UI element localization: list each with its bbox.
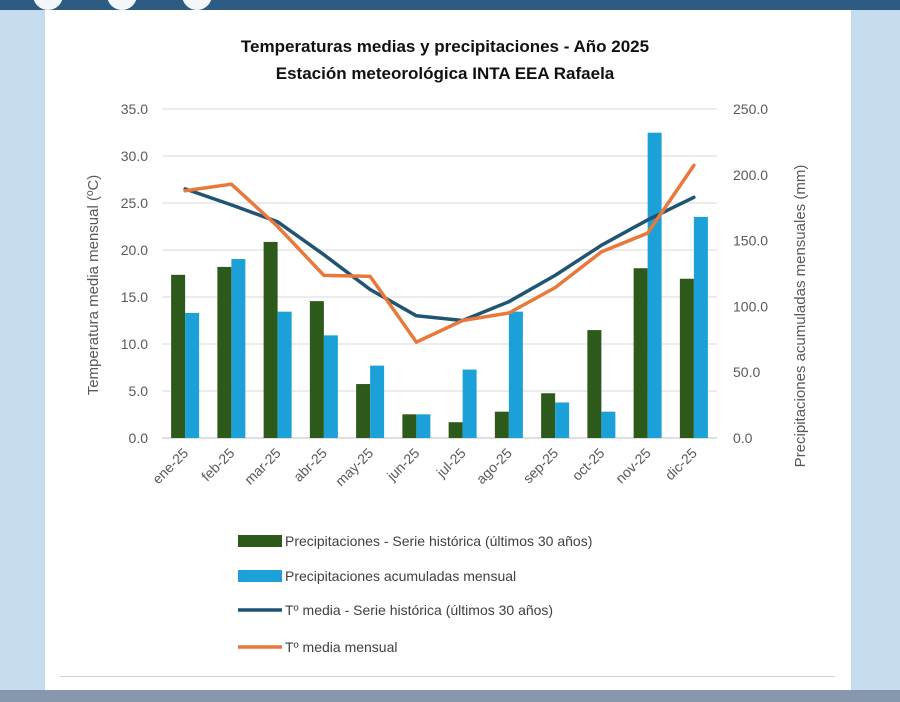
y-right-tick-label: 100.0 [733, 298, 768, 314]
x-tick-label: mar-25 [241, 445, 284, 488]
legend-label: Tº media - Serie histórica (últimos 30 a… [285, 602, 553, 618]
y-right-tick-label: 200.0 [733, 167, 768, 183]
y-right-axis-title: Precipitaciones acumuladas mensuales (mm… [792, 165, 809, 468]
bar-historical [448, 422, 463, 438]
bar-monthly [416, 414, 431, 438]
y-left-tick-label: 30.0 [121, 148, 148, 164]
y-left-tick-label: 20.0 [121, 242, 148, 258]
legend: Precipitaciones - Serie histórica (últim… [238, 533, 592, 655]
bottom-bar [0, 690, 900, 702]
bar-monthly [601, 411, 616, 438]
x-tick-label: jul-25 [433, 445, 469, 481]
chart-svg: Temperaturas medias y precipitaciones - … [85, 37, 809, 655]
bar-historical [309, 301, 324, 438]
y-left-axis-title: Temperatura media mensual (ºC) [85, 175, 102, 396]
bar-historical [679, 278, 694, 438]
y-left-tick-label: 0.0 [129, 430, 149, 446]
x-tick-label: abr-25 [290, 445, 330, 485]
bar-historical [263, 241, 278, 438]
y-left-tick-label: 15.0 [121, 289, 148, 305]
y-left-tick-label: 10.0 [121, 336, 148, 352]
bar-historical [356, 384, 371, 438]
window-dot [33, 0, 63, 10]
x-tick-label: may-25 [332, 445, 376, 489]
chart-subtitle: Estación meteorológica INTA EEA Rafaela [276, 64, 615, 83]
legend-label: Precipitaciones - Serie histórica (últim… [285, 533, 592, 549]
bar-historical [587, 330, 602, 438]
bar-monthly [185, 312, 200, 438]
y-right-tick-label: 150.0 [733, 233, 768, 249]
x-ticks: ene-25 feb-25 mar-25 abr-25 may-25 jun-25 jul-… [149, 445, 700, 489]
x-tick-label: nov-25 [612, 445, 654, 487]
bar-monthly [323, 335, 338, 438]
bar-series [171, 132, 708, 439]
gridlines [162, 108, 717, 439]
x-tick-label: ene-25 [149, 445, 191, 487]
legend-label: Tº media mensual [285, 639, 398, 655]
bar-monthly [277, 311, 292, 438]
bar-monthly [647, 132, 662, 439]
bar-monthly [370, 365, 385, 438]
x-tick-label: feb-25 [198, 445, 238, 485]
x-tick-label: jun-25 [383, 445, 423, 485]
y-right-tick-label: 50.0 [733, 364, 760, 380]
y-right-ticks: 0.0 50.0 100.0 150.0 200.0 250.0 [733, 101, 768, 446]
x-tick-label: oct-25 [569, 445, 608, 484]
y-left-tick-label: 5.0 [129, 383, 149, 399]
bar-historical [217, 266, 232, 438]
window-dot [107, 0, 137, 10]
legend-swatch [238, 535, 282, 547]
bar-historical [402, 414, 417, 438]
x-tick-label: ago-25 [473, 445, 515, 487]
legend-swatch [238, 570, 282, 582]
line-temp-historical [183, 187, 696, 323]
y-right-tick-label: 250.0 [733, 101, 768, 117]
line-series [183, 163, 696, 344]
footer-divider [60, 676, 835, 677]
bar-monthly [555, 402, 570, 438]
bar-monthly [693, 216, 708, 438]
top-bar [0, 0, 900, 10]
bar-historical [633, 268, 648, 438]
x-tick-label: sep-25 [520, 445, 562, 487]
legend-label: Precipitaciones acumuladas mensual [285, 568, 516, 584]
line-temp-monthly [183, 163, 696, 344]
chart-title: Temperaturas medias y precipitaciones - … [241, 37, 649, 56]
x-tick-label: dic-25 [662, 445, 700, 483]
chart-panel: Temperaturas medias y precipitaciones - … [45, 10, 851, 690]
bar-monthly [508, 311, 523, 438]
y-left-ticks: 0.0 5.0 10.0 15.0 20.0 25.0 30.0 35.0 [121, 101, 148, 446]
window-dot [182, 0, 212, 10]
y-left-tick-label: 35.0 [121, 101, 148, 117]
y-left-tick-label: 25.0 [121, 195, 148, 211]
bar-historical [171, 274, 186, 438]
bar-monthly [231, 259, 246, 438]
bar-historical [494, 411, 509, 438]
y-right-tick-label: 0.0 [733, 430, 753, 446]
bar-monthly [462, 369, 477, 438]
bar-historical [541, 393, 556, 438]
